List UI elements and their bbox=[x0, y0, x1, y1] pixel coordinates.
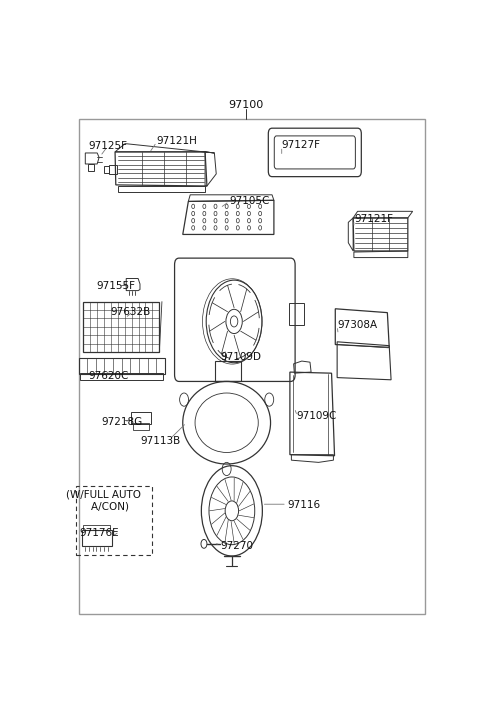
Text: 97100: 97100 bbox=[228, 100, 264, 110]
Bar bbox=[133, 423, 149, 430]
Text: 97620C: 97620C bbox=[88, 372, 128, 382]
Text: 97176E: 97176E bbox=[79, 528, 119, 538]
Text: 97121F: 97121F bbox=[354, 214, 393, 224]
Text: 97308A: 97308A bbox=[337, 320, 377, 330]
Text: 97113B: 97113B bbox=[140, 436, 180, 446]
Text: 97127F: 97127F bbox=[281, 140, 320, 150]
Bar bbox=[79, 358, 165, 374]
Text: 97270: 97270 bbox=[220, 541, 253, 551]
Text: 97218G: 97218G bbox=[101, 417, 142, 427]
Text: 97109D: 97109D bbox=[220, 352, 261, 362]
Text: 97125F: 97125F bbox=[88, 142, 127, 152]
Text: (W/FULL AUTO
    A/CON): (W/FULL AUTO A/CON) bbox=[66, 490, 142, 511]
Text: 97632B: 97632B bbox=[110, 307, 150, 317]
Bar bbox=[83, 302, 159, 352]
Text: 97109C: 97109C bbox=[296, 411, 336, 421]
Text: 97155F: 97155F bbox=[96, 281, 135, 291]
Bar bbox=[80, 373, 163, 380]
Bar bbox=[84, 525, 110, 530]
Bar bbox=[132, 413, 151, 425]
Bar bbox=[83, 530, 112, 546]
Text: 97121H: 97121H bbox=[156, 136, 198, 146]
Text: 97105C: 97105C bbox=[229, 197, 270, 207]
Text: 97116: 97116 bbox=[287, 500, 320, 511]
